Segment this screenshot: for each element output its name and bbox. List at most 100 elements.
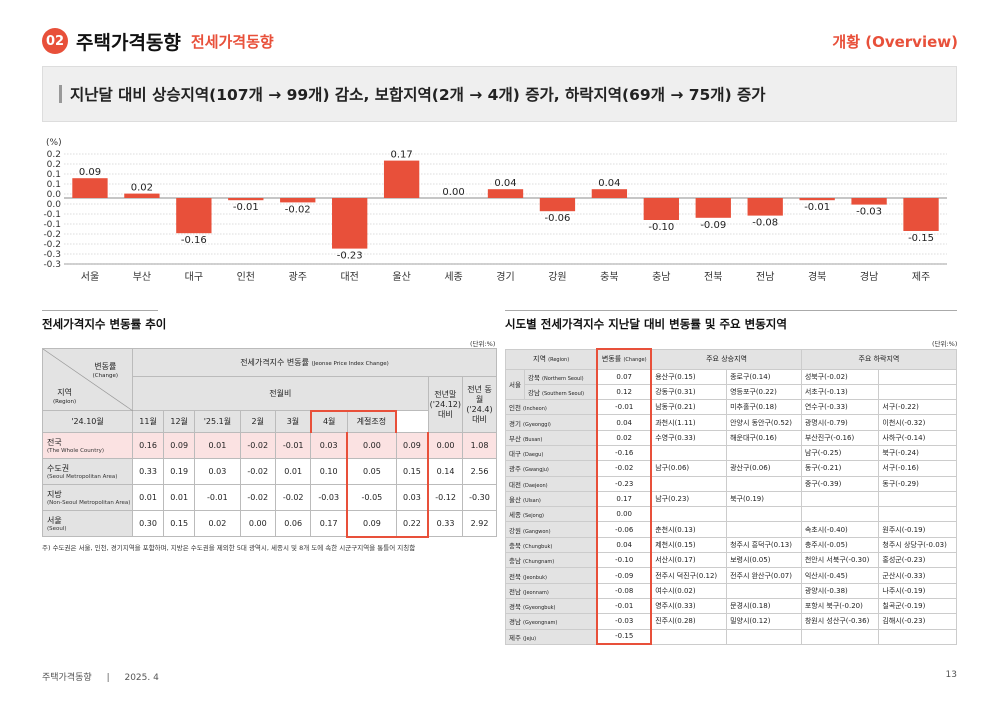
falling-area-cell: 성북구(-0.02): [800, 368, 880, 385]
value-cell: 0.01: [163, 484, 196, 511]
group-header-cell: 전세가격지수 변동률 (Jeonse Price Index Change): [132, 348, 497, 377]
falling-area-cell: 사하구(-0.14): [878, 429, 957, 446]
falling-area-cell: 광명시(-0.79): [800, 414, 880, 431]
value-cell: 0.15: [163, 510, 196, 537]
y-tick-label: -0.2: [43, 230, 61, 240]
corner-header-cell: 변동률 (Change) 지역 (Region): [42, 348, 133, 411]
value-cell: 0.09: [346, 510, 397, 538]
value-cell: 0.01: [274, 458, 312, 485]
data-label: 0.04: [598, 178, 620, 189]
data-label: 0.17: [390, 150, 412, 161]
falling-area-cell: 서초구(-0.13): [800, 383, 880, 401]
region-en: (Southern Seoul): [542, 390, 585, 397]
value-cell: 0.33: [427, 510, 464, 537]
x-tick-label: 경북: [808, 270, 826, 283]
column-header: '24.10월: [42, 410, 133, 433]
table-row: 대전 (Daejeon) -0.23 중구(-0.39) 동구(-0.29): [505, 475, 957, 492]
right-unit-label: (단위:%): [932, 340, 958, 348]
value-cell: 1.08: [462, 432, 497, 459]
table-row: 충남 (Chungnam) -0.10 서산시(0.17) 보령시(0.05) 천안시 …: [505, 552, 957, 569]
falling-area-cell: 이천시(-0.32): [878, 414, 957, 431]
falling-area-cell: [800, 506, 880, 523]
x-tick-label: 경남: [860, 270, 878, 283]
x-tick-label: 충북: [600, 271, 618, 283]
rising-area-cell: [726, 582, 802, 599]
rising-area-cell: 영등포구(0.22): [726, 383, 802, 401]
jeonse-index-table: 변동률 (Change) 지역 (Region) 전세가격지수 변동률 (Jeo…: [42, 348, 497, 538]
table-row: 수도권 (Seoul Metropolitan Area) 0.33 0.19 0.03…: [42, 458, 497, 485]
rising-area-cell: 제천시(0.15): [650, 536, 728, 554]
seoul-group-cell: 서울: [505, 368, 525, 401]
falling-area-cell: 칠곡군(-0.19): [878, 597, 957, 615]
value-cell: 0.03: [395, 484, 430, 511]
right-panel-title: 시도별 전세가격지수 지난달 대비 변동률 및 주요 변동지역: [505, 317, 787, 331]
y-axis-unit: (%): [46, 138, 62, 148]
region-name: 충남: [509, 557, 521, 566]
row-region-en: (Seoul Metropolitan Area): [47, 474, 118, 480]
table-row: 경북 (Gyeongbuk) -0.01 영주시(0.33) 문경시(0.18) 포항시…: [505, 597, 957, 615]
row-region-name: 지방: [47, 490, 62, 499]
region-name: 부산: [509, 434, 521, 443]
y-tick-label: 0.1: [47, 170, 61, 180]
x-tick-label: 경기: [496, 270, 514, 283]
rising-area-cell: 과천시(1.11): [650, 414, 728, 431]
bar-경기: [487, 189, 524, 198]
table-row: 부산 (Busan) 0.02 수영구(0.33) 해운대구(0.16) 부산진구(-0…: [505, 429, 957, 446]
x-tick-label: 광주: [289, 271, 307, 283]
data-label: -0.16: [181, 235, 207, 246]
value-cell: 0.06: [274, 510, 312, 537]
table-row: 경남 (Gyeongnam) -0.03 진주시(0.28) 밀양시(0.12) 창원시…: [505, 613, 957, 630]
region-name: 인천: [509, 404, 521, 413]
footer-separator: |: [106, 673, 110, 683]
table-row: 울산 (Ulsan) 0.17 남구(0.23) 북구(0.19): [505, 490, 957, 508]
table-row: 서울 (Seoul) 0.30 0.15 0.02 0.00 0.06 0.17 0.09 0.2…: [42, 510, 497, 538]
bar-충남: [643, 198, 679, 220]
value-cell: 2.56: [462, 458, 497, 485]
column-header: 3월: [274, 410, 312, 433]
rising-area-cell: 전주시 완산구(0.07): [726, 567, 802, 584]
y-tick-label: 0.2: [47, 150, 61, 160]
region-name: 충북: [509, 541, 521, 550]
y-tick-label: -0.3: [43, 260, 61, 270]
falling-area-cell: 중구(-0.39): [800, 475, 880, 492]
region-en: (Daejeon): [523, 482, 548, 489]
region-en: (Incheon): [523, 406, 547, 413]
region-en: (Daegu): [523, 452, 544, 459]
rising-area-cell: 광산구(0.06): [726, 460, 802, 477]
change-cell: -0.02: [596, 460, 653, 477]
section-number-badge: 02: [42, 28, 68, 54]
change-cell: 0.12: [596, 383, 653, 401]
bar-충북: [591, 189, 628, 198]
region-cell: 경기 (Gyeonggi): [505, 414, 598, 431]
prev-year-same-sub: ('24.4) 대비: [466, 404, 493, 424]
falling-area-cell: 광양시(-0.38): [800, 582, 880, 599]
regional-change-chart: (%) 0.2 0.2 0.1 0.1 0.0 0.0 -0.1 -0.1 -0.2 -0.2 -0.…: [42, 136, 957, 296]
rising-area-cell: 남구(0.23): [650, 490, 728, 508]
falling-area-cell: 천안시 서북구(-0.30): [800, 552, 880, 569]
x-tick-label: 서울: [81, 271, 99, 283]
x-tick-label: 대전: [340, 271, 358, 283]
prev-year-same-header: 전년 동월 ('24.4) 대비: [462, 376, 497, 433]
left-unit-label: (단위:%): [470, 340, 496, 348]
data-label: 0.04: [494, 178, 516, 189]
corner-bottom-label: 지역: [57, 388, 72, 397]
left-panel-title: 전세가격지수 변동률 추이: [42, 317, 167, 331]
value-cell: 0.02: [194, 510, 241, 537]
right-panel-rule: [505, 310, 957, 311]
change-header-en: (Change): [623, 357, 647, 364]
falling-area-cell: [800, 628, 880, 645]
change-cell: -0.03: [596, 613, 653, 630]
summary-accent-bar: [59, 85, 62, 103]
rising-area-cell: 춘천시(0.13): [650, 521, 728, 538]
column-header-row: '24.10월 11월 12월 '25.1월 2월 3월 4월 계절조정: [42, 409, 497, 433]
falling-area-cell: 청주시 상당구(-0.03): [878, 536, 957, 554]
change-cell: 0.07: [596, 368, 653, 385]
rising-area-cell: 보령시(0.05): [726, 552, 802, 569]
falling-area-cell: 나주시(-0.19): [878, 582, 957, 599]
region-en: (Gyeonggi): [523, 421, 551, 428]
summary-box: 지난달 대비 상승지역(107개 → 99개) 감소, 보합지역(2개 → 4개…: [42, 66, 957, 122]
falling-area-cell: 충주시(-0.05): [800, 536, 880, 554]
row-region-cell: 지방 (Non-Seoul Metropolitan Area): [42, 484, 133, 511]
data-label: -0.01: [804, 202, 830, 213]
column-header: 11월: [131, 410, 165, 433]
